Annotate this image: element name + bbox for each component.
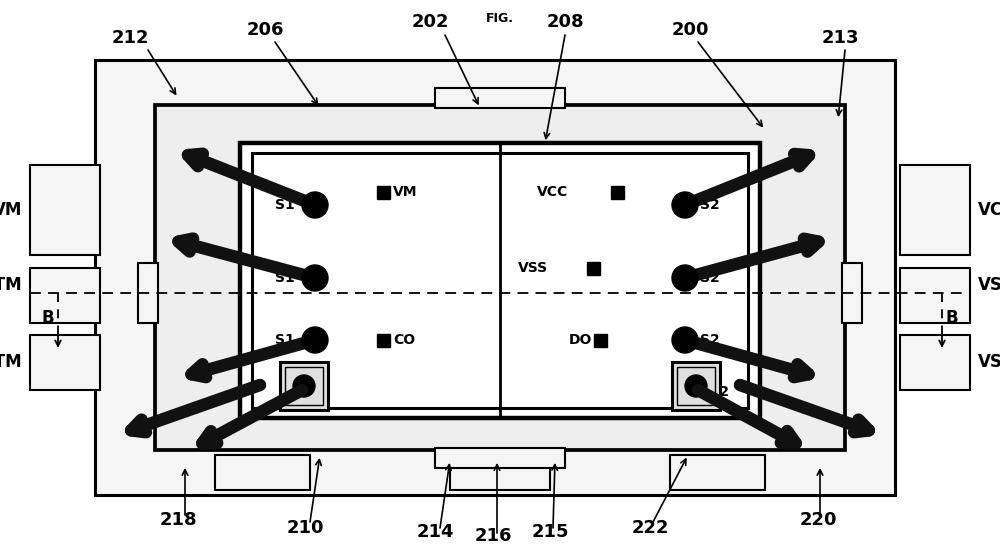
Bar: [376, 334, 390, 347]
Bar: [285, 367, 323, 405]
Text: S1: S1: [275, 198, 295, 212]
Circle shape: [302, 192, 328, 218]
Text: 220: 220: [799, 511, 837, 529]
Text: OUTM: OUTM: [0, 353, 22, 371]
Bar: [435, 448, 565, 468]
Text: VM: VM: [0, 201, 22, 219]
Text: VM: VM: [393, 185, 418, 199]
Bar: [252, 153, 748, 408]
Bar: [435, 88, 565, 108]
Text: 210: 210: [286, 519, 324, 537]
Text: 214: 214: [416, 523, 454, 541]
Bar: [677, 367, 715, 405]
Text: S2: S2: [700, 333, 720, 347]
Text: 212: 212: [111, 29, 149, 47]
Bar: [450, 455, 550, 490]
Text: B: B: [42, 309, 54, 327]
Text: VCC: VCC: [978, 201, 1000, 219]
Text: 200: 200: [671, 21, 709, 39]
Text: 218: 218: [159, 511, 197, 529]
Bar: [842, 263, 862, 323]
Bar: [594, 334, 606, 347]
Bar: [138, 263, 158, 323]
Text: 202: 202: [411, 13, 449, 31]
Text: 213: 213: [821, 29, 859, 47]
Text: DO: DO: [569, 333, 592, 347]
Text: VCC: VCC: [537, 185, 568, 199]
Circle shape: [302, 265, 328, 291]
Text: S2: S2: [700, 198, 720, 212]
Bar: [155, 105, 845, 450]
Text: CO: CO: [393, 333, 415, 347]
Text: 216: 216: [474, 527, 512, 545]
Bar: [900, 335, 970, 390]
Text: 206: 206: [246, 21, 284, 39]
Text: S2: S2: [700, 271, 720, 285]
Text: FIG.: FIG.: [486, 12, 514, 25]
Bar: [900, 268, 970, 323]
Text: S1: S1: [275, 271, 295, 285]
Bar: [900, 165, 970, 255]
Text: 215: 215: [531, 523, 569, 541]
Bar: [30, 165, 100, 255]
Circle shape: [672, 327, 698, 353]
Bar: [672, 362, 720, 410]
Circle shape: [672, 265, 698, 291]
Text: G1: G1: [292, 385, 313, 399]
Bar: [215, 455, 310, 490]
Circle shape: [685, 375, 707, 397]
Text: 222: 222: [631, 519, 669, 537]
Text: VSS: VSS: [518, 261, 548, 275]
Bar: [376, 185, 390, 199]
Text: VSS1: VSS1: [978, 353, 1000, 371]
Text: 208: 208: [546, 13, 584, 31]
Bar: [30, 335, 100, 390]
Text: G2: G2: [708, 385, 729, 399]
Text: S1: S1: [275, 333, 295, 347]
Bar: [95, 60, 895, 495]
Bar: [586, 262, 600, 275]
Bar: [240, 143, 760, 418]
Circle shape: [293, 375, 315, 397]
Circle shape: [672, 192, 698, 218]
Text: B: B: [946, 309, 958, 327]
Bar: [280, 362, 328, 410]
Bar: [670, 455, 765, 490]
Bar: [30, 268, 100, 323]
Circle shape: [302, 327, 328, 353]
Text: VSS: VSS: [978, 276, 1000, 294]
Bar: [610, 185, 624, 199]
Text: OUTM: OUTM: [0, 276, 22, 294]
